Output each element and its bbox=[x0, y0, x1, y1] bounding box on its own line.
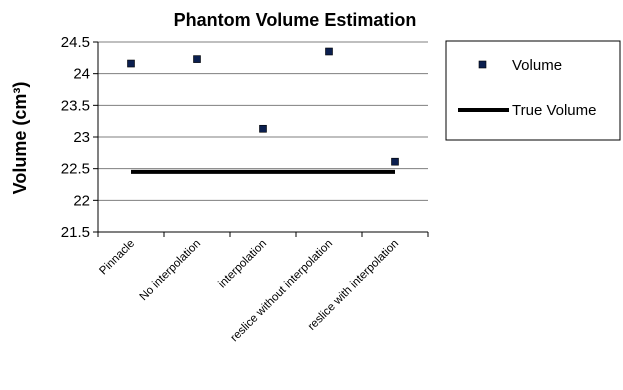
y-tick-label: 24 bbox=[73, 66, 90, 83]
chart-title: Phantom Volume Estimation bbox=[174, 10, 417, 30]
y-tick-label: 22.5 bbox=[61, 161, 90, 178]
y-axis-label: Volume (cm³) bbox=[10, 82, 30, 195]
legend-label-true-volume: True Volume bbox=[512, 102, 597, 119]
y-tick-label: 23.5 bbox=[61, 97, 90, 114]
legend-marker-volume bbox=[478, 60, 487, 69]
volume-point bbox=[193, 55, 201, 63]
legend-box bbox=[445, 40, 621, 141]
y-tick-label: 22 bbox=[73, 192, 90, 209]
volume-point bbox=[391, 157, 399, 166]
x-tick-label: Pinnacle bbox=[97, 238, 137, 278]
y-tick-label: 24.5 bbox=[61, 34, 90, 51]
legend-label-volume: Volume bbox=[512, 57, 562, 74]
x-tick-label: interpolation bbox=[216, 238, 269, 291]
plot-area: 21.5 22 22.5 23 23.5 24 24.5 Pinnacle No interpo… bbox=[61, 34, 429, 344]
volume-point bbox=[259, 124, 267, 133]
volume-point bbox=[127, 59, 135, 68]
legend: Volume True Volume bbox=[445, 40, 621, 141]
y-tick-label: 23 bbox=[73, 129, 90, 146]
volume-point bbox=[325, 47, 333, 56]
x-tick-label: No interpolation bbox=[138, 238, 203, 303]
y-tick-label: 21.5 bbox=[61, 224, 90, 241]
